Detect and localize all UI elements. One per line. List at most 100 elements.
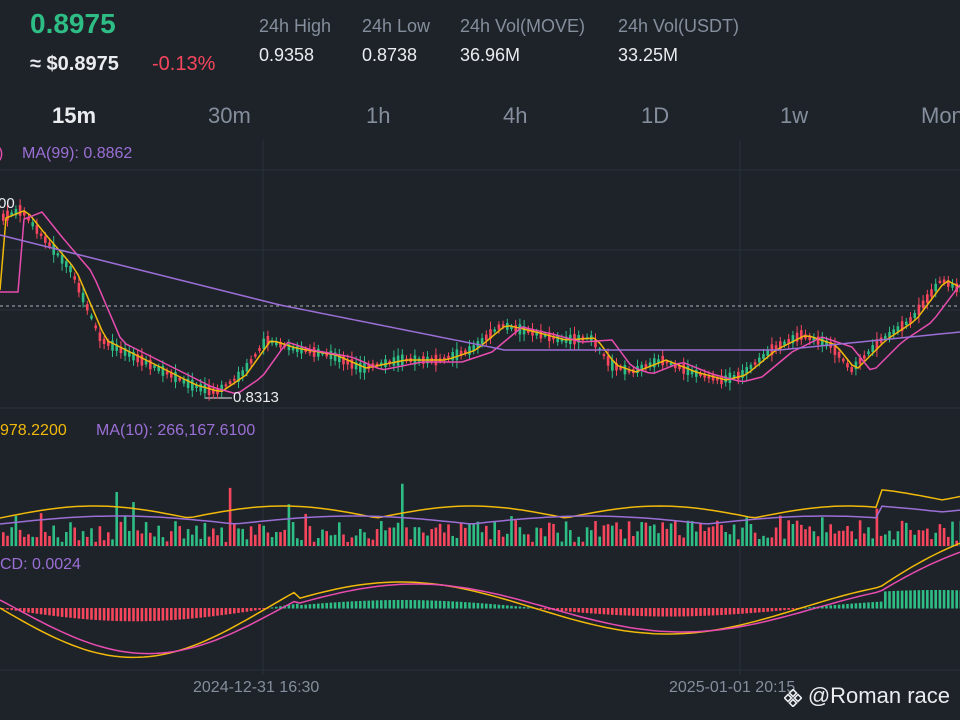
macd-bar — [955, 590, 958, 609]
tab-1d[interactable]: 1D — [641, 103, 670, 128]
candle-body — [384, 359, 387, 368]
macd-bar — [228, 608, 232, 615]
macd-bar — [443, 600, 446, 609]
candle-body — [35, 225, 39, 234]
volume-bar — [711, 526, 715, 546]
volume-bar — [94, 541, 97, 546]
candle-body — [493, 329, 496, 332]
macd-bar — [850, 603, 853, 609]
volume-bar — [632, 535, 635, 546]
macd-bar — [779, 608, 782, 611]
candle-body — [10, 212, 13, 216]
volume-bar — [241, 528, 244, 546]
volume-bar — [380, 521, 383, 546]
tab-1w[interactable]: 1w — [780, 103, 809, 128]
candle-body — [149, 359, 152, 370]
candle-body — [321, 352, 324, 355]
candle-body — [258, 348, 261, 351]
volume-bar — [182, 538, 186, 546]
volume-bar — [10, 527, 13, 546]
candle-body — [157, 366, 160, 372]
candle-body — [888, 332, 891, 338]
candle-body — [317, 348, 320, 357]
macd-bar — [312, 603, 316, 609]
tab-1h[interactable]: 1h — [366, 103, 391, 128]
candle-body — [863, 355, 866, 359]
candle-body — [237, 371, 240, 383]
candle-body — [501, 324, 505, 327]
volume-bar — [510, 516, 513, 546]
candle-body — [909, 317, 912, 324]
volume-bar — [837, 530, 841, 546]
macd-bar — [573, 608, 576, 613]
macd-bar — [867, 602, 870, 609]
candle-body — [913, 312, 916, 319]
volume-bar — [69, 522, 72, 546]
candle-body — [60, 254, 64, 264]
macd-bar — [741, 608, 744, 614]
tab-mon[interactable]: Mon — [921, 103, 960, 128]
macd-bar — [35, 608, 39, 614]
candle-body — [98, 332, 102, 342]
candlestick-chart[interactable] — [0, 140, 960, 680]
macd-bar — [606, 608, 610, 615]
candle-body — [699, 372, 702, 376]
volume-bar — [522, 534, 526, 546]
macd-bar — [430, 600, 433, 609]
candle-body — [951, 283, 954, 288]
macd-bar — [115, 608, 118, 622]
candle-body — [695, 369, 698, 377]
ma-lines — [0, 209, 960, 659]
volume-ma-legend-partial: 978.2200 — [0, 422, 67, 439]
volume-bar — [245, 539, 249, 546]
volume-bar — [275, 532, 278, 546]
macd-bar — [934, 590, 937, 609]
macd-bar — [321, 603, 324, 609]
macd-bar — [384, 600, 387, 609]
candle-body — [182, 379, 186, 384]
volume-bar — [690, 521, 694, 546]
candle-body — [220, 384, 223, 392]
volume-bar — [153, 536, 156, 546]
volume-bar — [653, 524, 656, 546]
macd-bar — [644, 608, 648, 617]
macd-bar — [367, 600, 370, 609]
candle-body — [388, 361, 391, 364]
candle-body — [938, 280, 942, 283]
volume-ma10-legend: MA(10): 266,167.6100 — [96, 422, 256, 439]
volume-bar — [413, 527, 417, 546]
macd-bar — [875, 601, 879, 609]
stat-label-24h-low: 24h Low — [362, 16, 431, 36]
macd-bar — [203, 608, 207, 618]
candle-body — [594, 340, 597, 348]
volume-bar — [678, 535, 681, 546]
tab-4h[interactable]: 4h — [503, 103, 528, 128]
volume-bar — [31, 536, 34, 546]
candle-body — [791, 335, 795, 344]
candle-body — [871, 345, 874, 353]
volume-bar — [808, 526, 811, 546]
macd-bar — [413, 600, 417, 609]
macd-histogram — [2, 590, 960, 622]
candle-body — [674, 363, 677, 369]
volume-bar — [682, 537, 685, 546]
macd-bar — [615, 608, 618, 616]
candle-body — [81, 292, 85, 303]
macd-bar — [737, 608, 740, 614]
candle-body — [535, 331, 538, 336]
candle-body — [287, 344, 291, 351]
volume-bar — [266, 532, 270, 546]
volume-bar — [392, 527, 396, 546]
tab-30m[interactable]: 30m — [208, 103, 251, 128]
volume-bar — [615, 522, 618, 546]
candle-body — [359, 362, 362, 373]
ma-slow-line — [0, 211, 960, 394]
macd-signal-line — [0, 551, 960, 655]
macd-bar — [426, 600, 429, 609]
volume-bar — [107, 532, 110, 546]
volume-bar — [149, 532, 152, 546]
tab-15m[interactable]: 15m — [52, 103, 97, 128]
volume-bar — [892, 539, 895, 546]
volume-bar — [249, 526, 253, 546]
macd-bar — [846, 603, 849, 609]
